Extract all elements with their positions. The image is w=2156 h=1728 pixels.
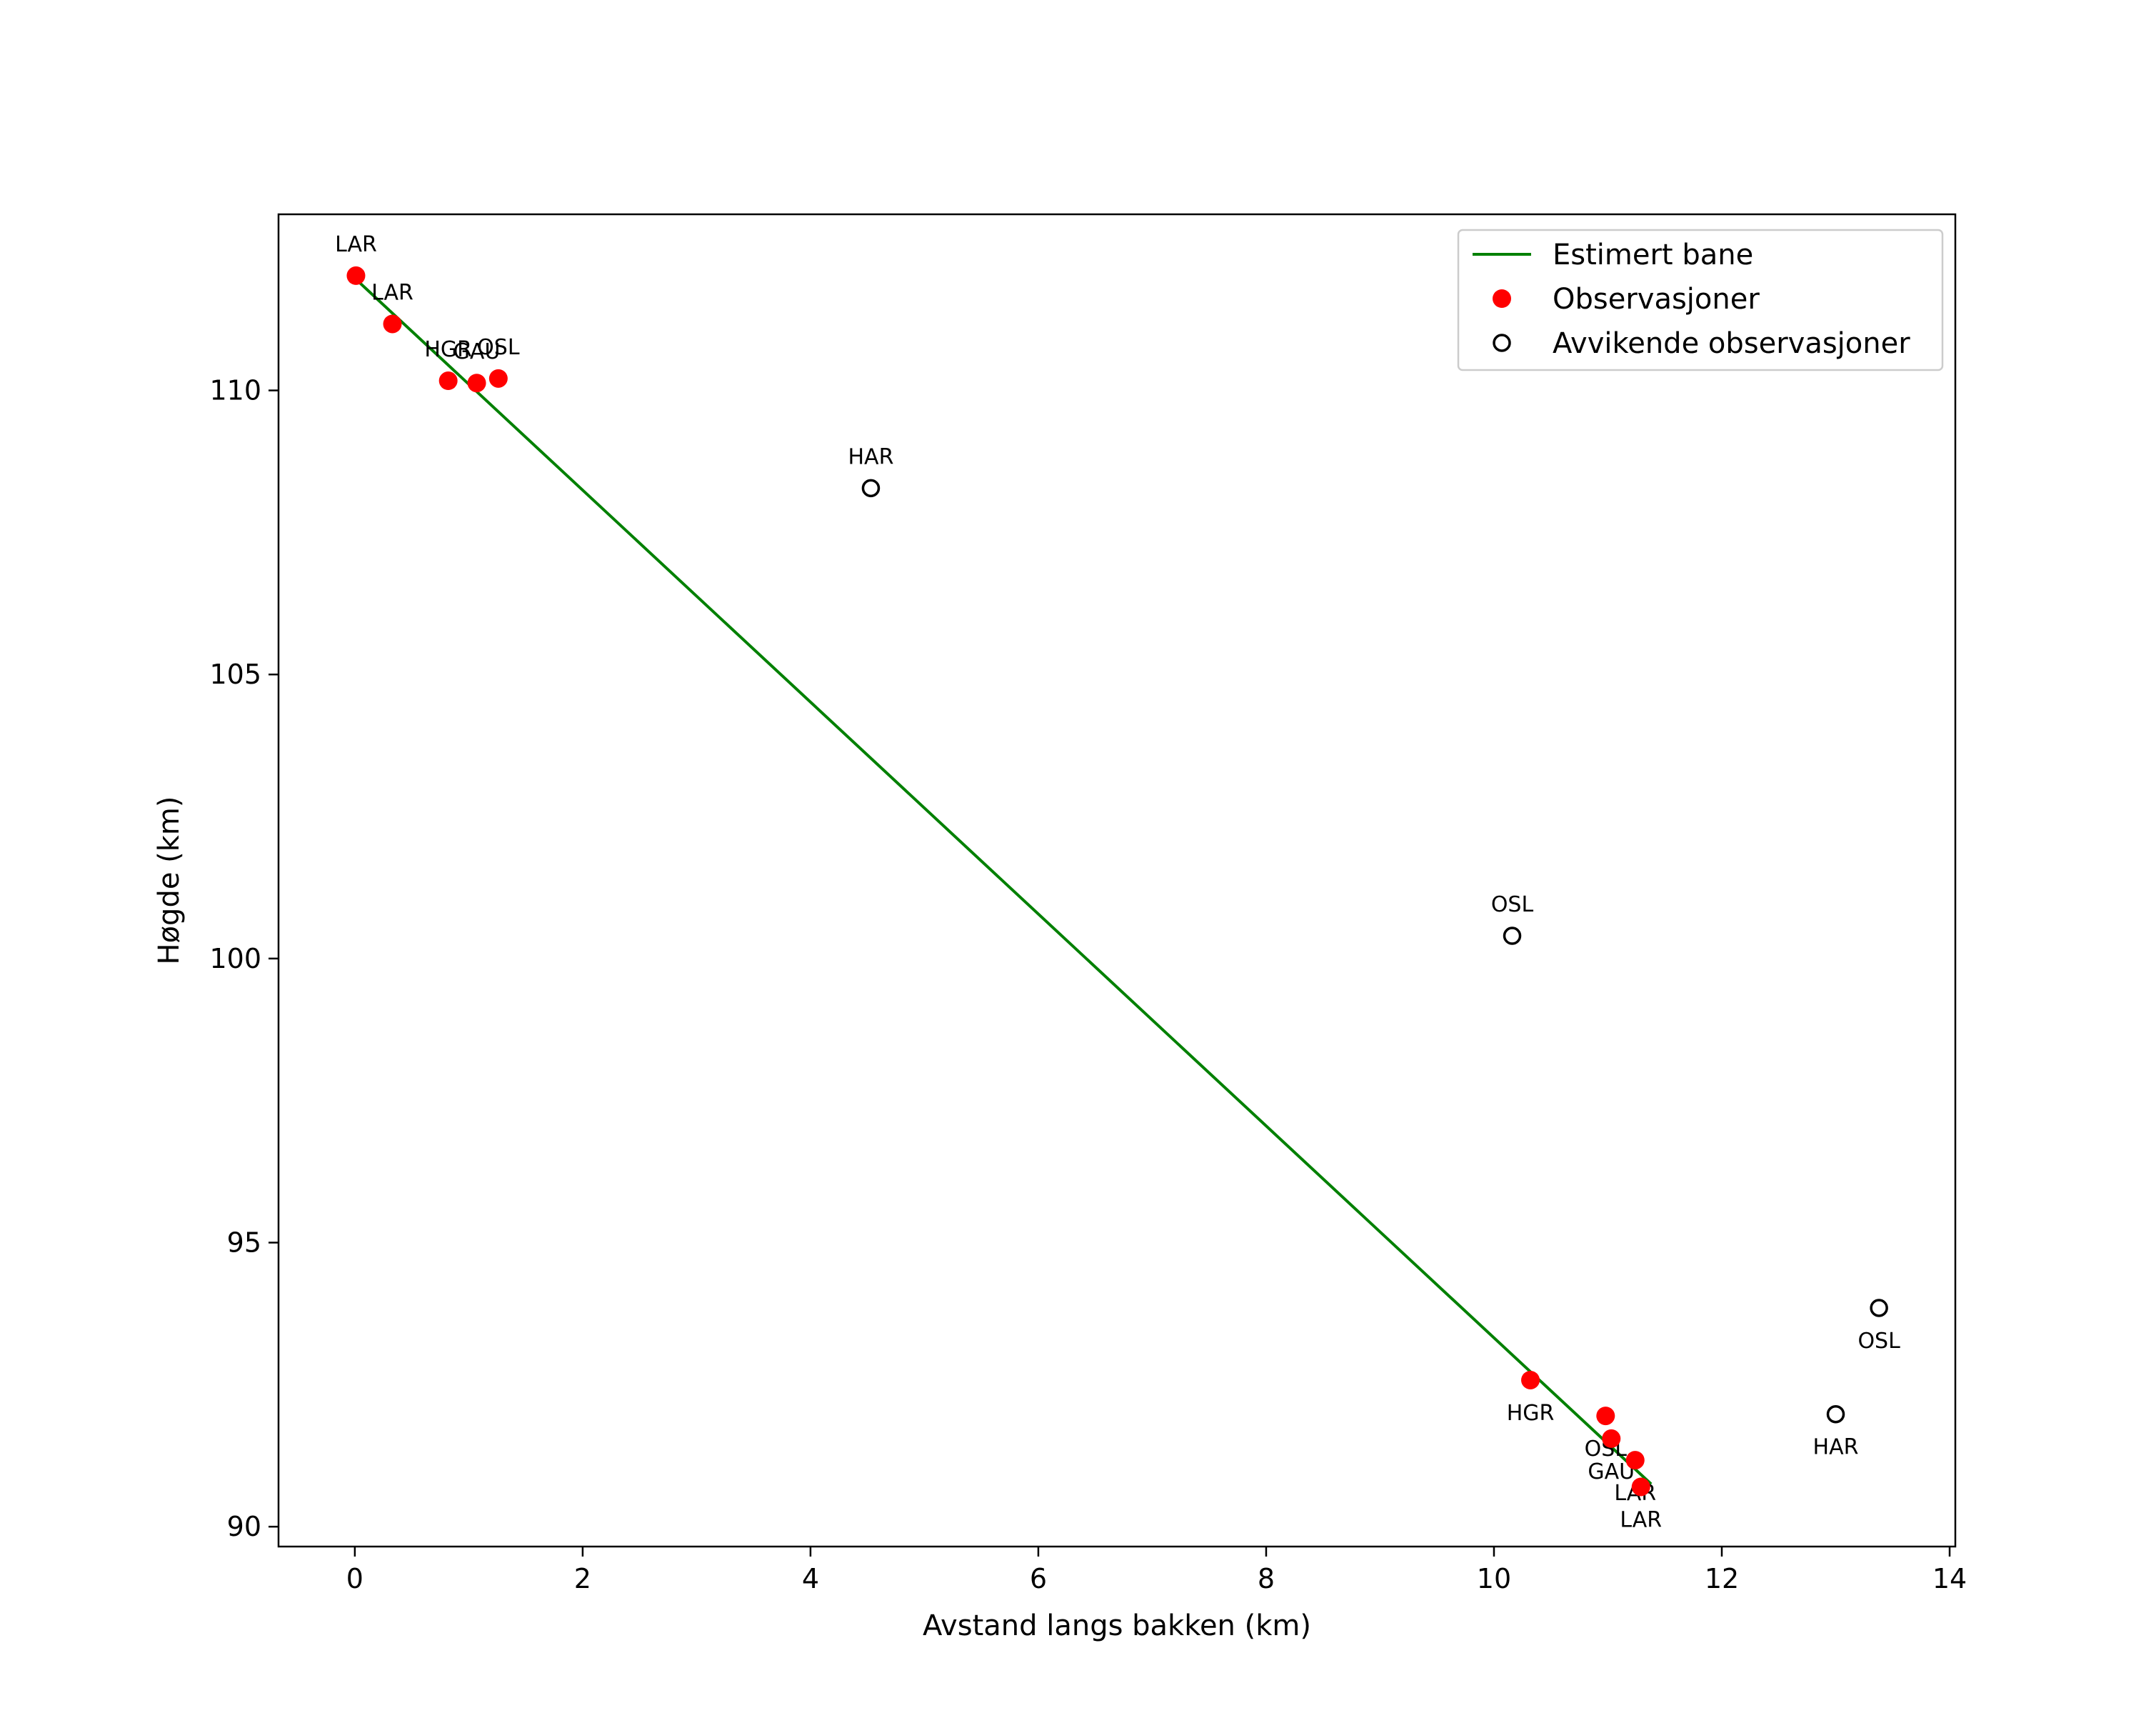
point-label: OSL	[477, 335, 520, 360]
legend-box	[1457, 229, 1944, 371]
y-tick-label: 110	[209, 375, 261, 406]
point-label: LAR	[1620, 1507, 1662, 1532]
y-tick-label: 95	[227, 1227, 261, 1259]
legend-entry-label: Avvikende observasjoner	[1553, 327, 1910, 360]
plot-area: LARLARHGRGAUOSLHGROSLGAULARLARHAROSLHARO…	[277, 213, 1957, 1548]
point-label: LAR	[335, 232, 377, 257]
estimated-trajectory-line	[358, 281, 1653, 1485]
observation-point	[438, 371, 458, 391]
point-label: HGR	[424, 337, 472, 362]
outlier-point	[1870, 1299, 1888, 1317]
x-axis-label: Avstand langs bakken (km)	[923, 1609, 1311, 1642]
x-tick-label: 14	[1932, 1563, 1967, 1594]
observation-point	[1596, 1407, 1615, 1426]
point-label: OSL	[1857, 1329, 1900, 1354]
observation-point	[467, 374, 486, 393]
point-label: OSL	[1491, 892, 1534, 917]
observation-point	[1631, 1477, 1650, 1497]
y-axis-label: Høgde (km)	[153, 796, 186, 965]
y-tick-label: 105	[209, 659, 261, 690]
point-label: HAR	[1813, 1435, 1859, 1460]
point-label: HGR	[1507, 1401, 1555, 1426]
x-tick-label: 8	[1258, 1563, 1275, 1594]
outlier-point	[1503, 927, 1522, 945]
point-label: HAR	[848, 444, 893, 469]
x-tick-label: 10	[1477, 1563, 1511, 1594]
point-label: LAR	[371, 280, 413, 305]
outlier-point	[1826, 1404, 1845, 1424]
legend-entry-label: Estimert bane	[1553, 239, 1753, 271]
x-tick-label: 6	[1030, 1563, 1047, 1594]
observation-point	[1602, 1429, 1621, 1448]
x-axis: 0 2 4 6 8 10 12 14	[346, 1547, 1967, 1594]
legend-observation-swatch	[1493, 289, 1511, 308]
point-label: GAU	[453, 339, 501, 364]
x-tick-label: 12	[1705, 1563, 1739, 1594]
legend-outlier-swatch	[1493, 334, 1511, 352]
legend: Estimert bane Observasjoner Avvikende obse…	[1457, 229, 1944, 371]
observation-point	[383, 314, 402, 334]
x-tick-label: 0	[346, 1563, 363, 1594]
x-tick-label: 4	[802, 1563, 819, 1594]
y-tick-label: 90	[227, 1511, 261, 1542]
outlier-point	[861, 479, 881, 498]
y-axis: 90 95 100 105 110	[209, 375, 279, 1542]
observation-point	[488, 369, 508, 388]
y-tick-label: 100	[209, 943, 261, 974]
x-tick-label: 2	[574, 1563, 591, 1594]
observation-point	[1625, 1451, 1645, 1470]
observation-point	[346, 266, 366, 285]
legend-entry-label: Observasjoner	[1553, 283, 1760, 316]
plot-frame	[277, 213, 1957, 1548]
observation-point	[1521, 1370, 1540, 1389]
